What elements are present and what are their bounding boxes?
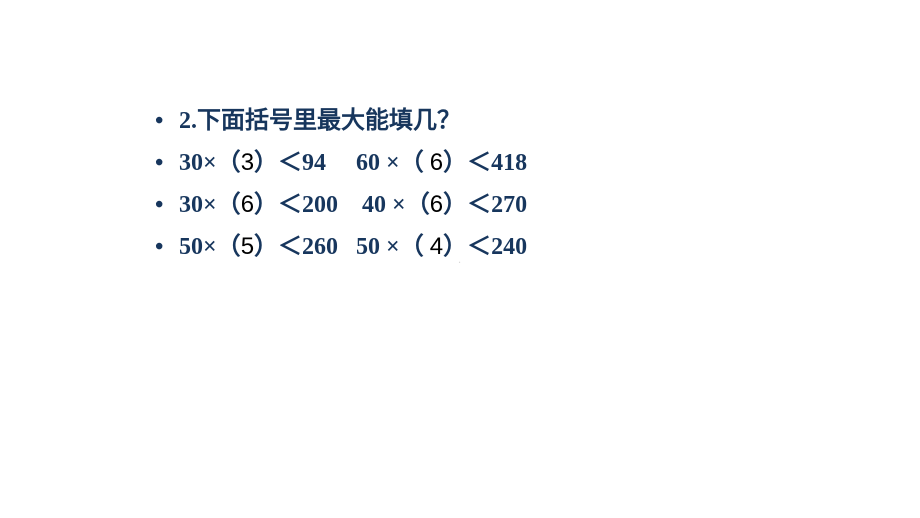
eq-right-suffix: ）＜270: [443, 192, 527, 218]
equation-row: • 50×（5）＜260 50 ×（ 4）＜240: [155, 226, 527, 268]
eq-right-suffix: ）＜418: [443, 150, 527, 176]
answer-value: 5: [241, 233, 254, 260]
content-block: • 2.下面括号里最大能填几？ • 30×（3）＜94 60 ×（ 6）＜418…: [155, 100, 527, 268]
eq-left-suffix: ）＜260: [254, 234, 338, 260]
answer-value: 6: [430, 149, 443, 176]
eq-right-suffix: ）＜240: [443, 234, 527, 260]
bullet-icon: •: [155, 100, 173, 142]
slide: • 2.下面括号里最大能填几？ • 30×（3）＜94 60 ×（ 6）＜418…: [0, 0, 920, 518]
answer-value: 6: [241, 191, 254, 218]
gap: [326, 150, 356, 176]
eq-right-prefix: 50 ×（: [356, 234, 430, 260]
watermark-text: .: [458, 252, 462, 266]
bullet-icon: •: [155, 184, 173, 226]
eq-left-prefix: 30×（: [179, 150, 241, 176]
bullet-icon: •: [155, 142, 173, 184]
eq-left-suffix: ）＜200: [254, 192, 338, 218]
eq-left-prefix: 30×（: [179, 192, 241, 218]
answer-value: 3: [241, 149, 254, 176]
gap: [338, 192, 362, 218]
answer-value: 6: [430, 191, 443, 218]
eq-left-suffix: ）＜94: [254, 150, 326, 176]
answer-value: 4: [430, 233, 443, 260]
gap: [338, 234, 356, 260]
equation-row: • 30×（6）＜200 40 ×（6）＜270: [155, 184, 527, 226]
eq-right-prefix: 40 ×（: [362, 192, 430, 218]
eq-right-prefix: 60 ×（: [356, 150, 430, 176]
equation-row: • 30×（3）＜94 60 ×（ 6）＜418: [155, 142, 527, 184]
bullet-icon: •: [155, 226, 173, 268]
title-row: • 2.下面括号里最大能填几？: [155, 100, 527, 142]
title-text: 2.下面括号里最大能填几？: [179, 108, 461, 134]
eq-left-prefix: 50×（: [179, 234, 241, 260]
